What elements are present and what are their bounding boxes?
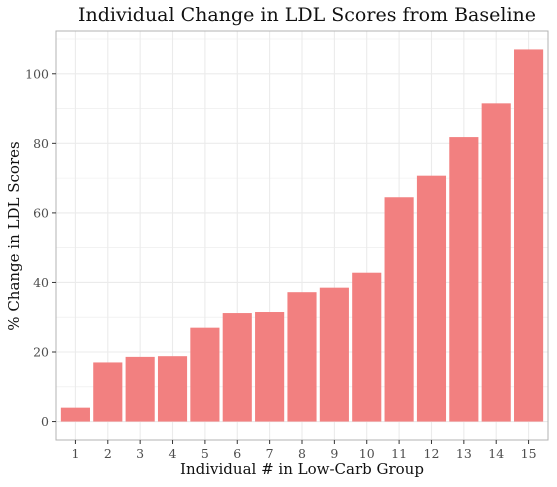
bar-15 (514, 49, 544, 422)
bar-12 (416, 175, 447, 422)
x-tick-label: 6 (233, 446, 241, 461)
y-tick-label: 80 (33, 136, 49, 151)
x-tick-label: 15 (521, 446, 537, 461)
bar-7 (255, 312, 285, 422)
bar-5 (190, 327, 220, 422)
x-tick-label: 7 (266, 446, 274, 461)
x-axis-ticks: 1 2 3 4 5 6 7 8 9 10 11 12 13 14 15 (71, 440, 537, 461)
y-tick-label: 100 (25, 66, 49, 81)
x-tick-label: 9 (330, 446, 338, 461)
bar-13 (449, 137, 479, 422)
x-tick-label: 14 (488, 446, 504, 461)
x-tick-label: 13 (456, 446, 472, 461)
x-tick-label: 3 (136, 446, 144, 461)
bar-3 (125, 356, 155, 422)
chart-title: Individual Change in LDL Scores from Bas… (78, 4, 536, 26)
x-tick-label: 12 (424, 446, 440, 461)
y-axis-ticks: 0 20 40 60 80 100 (25, 66, 56, 429)
bar-6 (222, 313, 252, 422)
x-tick-label: 11 (391, 446, 407, 461)
bar-14 (481, 103, 511, 422)
x-tick-label: 5 (201, 446, 209, 461)
bar-2 (93, 362, 123, 422)
x-axis-label: Individual # in Low-Carb Group (180, 460, 424, 478)
x-tick-label: 2 (104, 446, 112, 461)
x-tick-label: 8 (298, 446, 306, 461)
y-tick-label: 20 (33, 345, 49, 360)
bars (60, 49, 544, 422)
x-tick-label: 4 (169, 446, 177, 461)
bar-9 (319, 287, 349, 422)
y-tick-label: 40 (33, 275, 49, 290)
bar-4 (157, 356, 188, 422)
y-tick-label: 60 (33, 205, 49, 220)
y-tick-label: 0 (41, 414, 49, 429)
bar-11 (384, 197, 414, 422)
x-tick-label: 1 (71, 446, 79, 461)
bar-8 (287, 292, 317, 422)
y-axis-label: % Change in LDL Scores (5, 141, 23, 330)
x-tick-label: 10 (359, 446, 375, 461)
bar-10 (352, 272, 382, 422)
bar-1 (60, 407, 90, 422)
